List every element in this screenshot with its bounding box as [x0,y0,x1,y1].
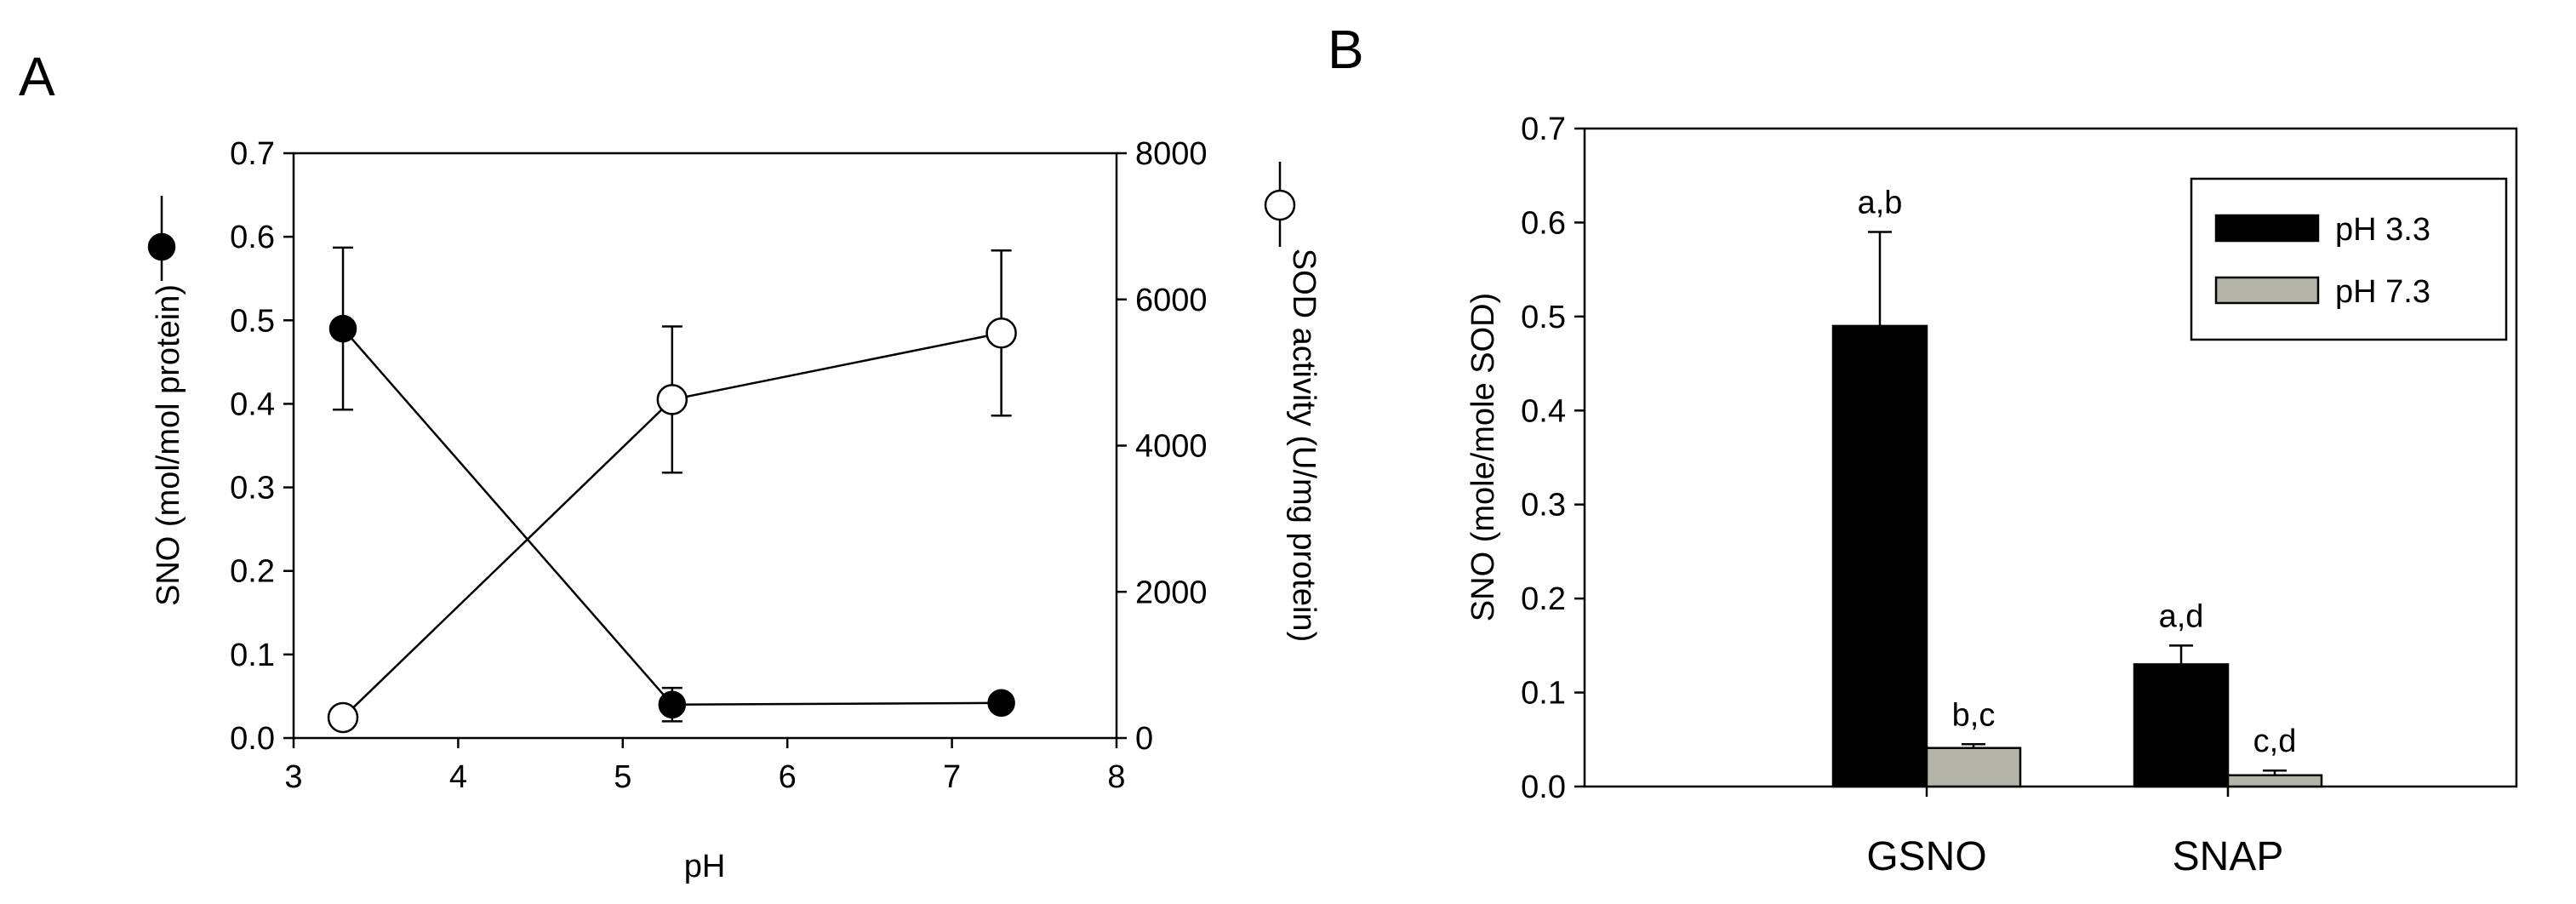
legend-swatch [2214,214,2320,243]
bar [2133,663,2230,788]
open-circle-marker [1264,189,1296,221]
left-y-tick-label: 0.2 [230,554,275,590]
panel-b-letter: B [1328,19,1364,80]
sod-legend-symbol [1264,162,1296,247]
chart-b-y-axis-title: SNO (mole/mole SOD) [1465,293,1501,621]
y-tick-label: 0.5 [1521,300,1566,335]
x-tick-label: 7 [943,759,961,795]
chart-a-right-y-axis: 0 2000 4000 6000 8000 [1117,136,1208,757]
chart-b-y-axis: 0.0 0.1 0.2 0.3 0.4 0.5 0.6 0.7 [1521,112,1585,805]
y-tick-label: 0.1 [1521,676,1566,712]
sod-data-point [327,701,359,734]
legend-label: pH 3.3 [2335,212,2430,248]
chart-a-left-y-axis: 0.0 0.1 0.2 0.3 0.4 0.5 0.6 0.7 [230,136,294,757]
category-label: GSNO [1866,834,1986,879]
right-y-tick-label: 4000 [1135,429,1208,465]
sno-data-point [658,690,687,718]
bar [1831,324,1928,788]
left-y-tick-label: 0.6 [230,220,275,255]
chart-b-plot-frame [1583,127,2518,788]
chart-b-bars: a,b b,c a,d c,d [1831,185,2323,788]
y-tick-label: 0.7 [1521,112,1566,147]
chart-a-right-y-axis-title: SOD activity (U/mg protein) [1286,249,1322,642]
bar [1925,747,2022,788]
chart-a: 3 4 5 6 7 8 0.0 0.1 0.2 0.3 0.4 0.5 0.6 0.7 0 2000 400… [147,136,1322,884]
y-tick-label: 0.3 [1521,488,1566,524]
left-y-tick-label: 0.3 [230,471,275,506]
x-tick-label: 8 [1107,759,1125,795]
chart-a-x-axis-title: pH [684,849,726,884]
y-tick-label: 0.6 [1521,205,1566,241]
y-tick-label: 0.4 [1521,393,1566,429]
significance-label: a,d [2159,598,2204,634]
chart-b-x-axis: GSNO SNAP [1866,787,2283,879]
sod-data-point [656,384,688,415]
left-y-tick-label: 0.4 [230,386,275,422]
filled-circle-marker [147,232,176,261]
left-y-tick-label: 0.1 [230,638,275,673]
y-tick-label: 0.2 [1521,581,1566,617]
right-y-tick-label: 2000 [1135,575,1208,610]
significance-label: c,d [2253,724,2297,759]
sno-data-point [987,689,1015,718]
x-tick-label: 3 [284,759,302,795]
x-tick-label: 6 [779,759,797,795]
sno-data-point [328,314,357,343]
bar [2226,774,2323,788]
left-y-tick-label: 0.7 [230,136,275,172]
left-y-tick-label: 0.0 [230,721,275,757]
x-tick-label: 5 [614,759,631,795]
right-y-tick-label: 6000 [1135,283,1208,318]
right-y-tick-label: 0 [1135,721,1153,757]
panel-a-letter: A [19,46,55,107]
significance-label: b,c [1952,697,1996,733]
chart-b-legend: pH 3.3 pH 7.3 [2190,177,2508,341]
left-y-tick-label: 0.5 [230,303,275,339]
chart-b: 0.0 0.1 0.2 0.3 0.4 0.5 0.6 0.7 SNO (mole/mole … [1465,112,2518,879]
chart-a-series [327,246,1017,734]
significance-label: a,b [1858,185,1903,220]
x-tick-label: 4 [449,759,467,795]
chart-a-left-y-axis-title: SNO (mol/mol protein) [151,284,186,606]
sod-data-point [985,318,1017,349]
sno-legend-symbol [147,196,176,281]
right-y-tick-label: 8000 [1135,136,1208,172]
chart-a-plot-frame [292,152,1118,740]
chart-a-x-axis: 3 4 5 6 7 8 [284,738,1126,795]
legend-box [2190,177,2508,341]
category-label: SNAP [2173,834,2284,879]
y-tick-label: 0.0 [1521,770,1566,805]
legend-swatch [2214,276,2320,305]
legend-label: pH 7.3 [2335,274,2430,310]
